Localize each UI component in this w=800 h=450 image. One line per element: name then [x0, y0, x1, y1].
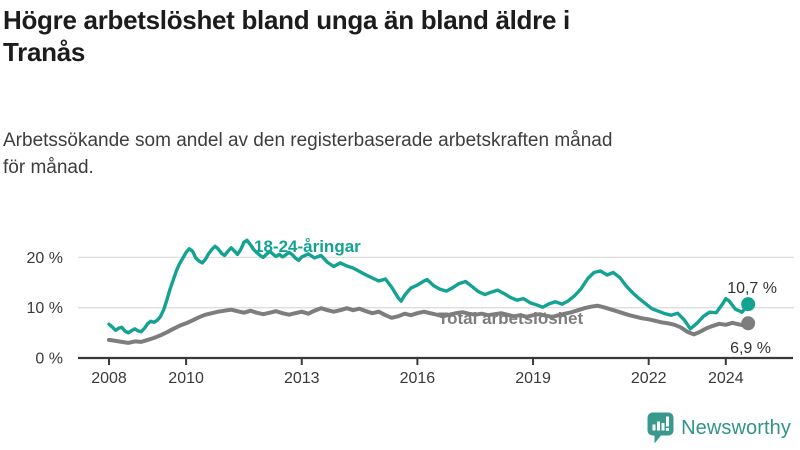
y-tick-label: 0 %: [35, 351, 63, 368]
line-total: [107, 303, 751, 345]
end-value-total: 6,9 %: [730, 340, 771, 357]
x-tick-label: 2013: [284, 370, 320, 387]
unemployment-line-chart: 0 % 10 % 20 % 2008 2010 2013 2016 2019 2022 2024 …: [0, 225, 800, 415]
chart-canvas: 0 %10 %20 %2008 2010 2013 2016 2019 2022 2024 …: [27, 237, 794, 387]
chart-subtitle: Arbetssökande som andel av den registerb…: [3, 127, 612, 181]
x-tick-label: 2022: [631, 370, 667, 387]
x-tick-label: 2010: [168, 370, 204, 387]
end-value-young: 10,7 %: [727, 280, 777, 297]
x-tick-label: 2008: [91, 370, 127, 387]
subtitle-line-1: Arbetssökande som andel av den registerb…: [3, 130, 613, 151]
line-young: [107, 238, 750, 335]
y-tick-label: 20 %: [27, 250, 63, 267]
title-line-1: Högre arbetslöshet bland unga än bland ä…: [3, 5, 570, 35]
newsworthy-bubble-chart-icon: [647, 412, 674, 444]
newsworthy-logo[interactable]: Newsworthy: [647, 412, 791, 444]
title-line-2: Tranås: [3, 37, 86, 67]
chart-labels: 18-24-åringar Total arbetslöshet 10,7 % …: [254, 237, 777, 357]
brand-name: Newsworthy: [681, 416, 791, 439]
axes: 0 % 10 % 20 % 2008 2010 2013 2016 2019 2022 2024: [27, 250, 793, 387]
subtitle-line-2: för månad.: [3, 157, 94, 178]
gridlines: [78, 256, 794, 309]
series-label-total: Total arbetslöshet: [438, 309, 583, 328]
end-dot-total: [741, 316, 756, 331]
data-series: [107, 238, 756, 345]
page-title: Högre arbetslöshet bland unga än bland ä…: [3, 4, 570, 68]
end-dot-young: [741, 297, 756, 312]
x-tick-label: 2024: [708, 370, 744, 387]
y-tick-label: 10 %: [27, 300, 63, 317]
series-label-young: 18-24-åringar: [254, 237, 361, 256]
x-tick-label: 2019: [515, 370, 551, 387]
x-tick-label: 2016: [400, 370, 436, 387]
